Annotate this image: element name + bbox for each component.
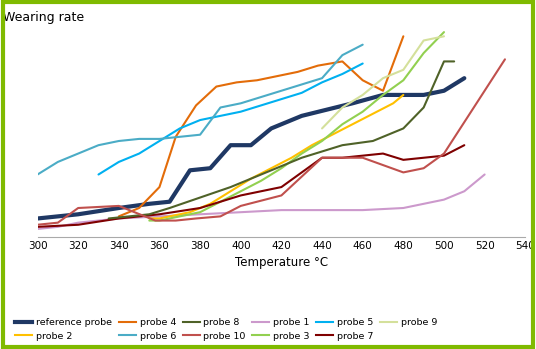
- Text: Wearing rate: Wearing rate: [3, 11, 85, 24]
- X-axis label: Temperature °C: Temperature °C: [235, 256, 328, 269]
- Legend: reference probe, probe 2, probe 4, probe 6, probe 8, probe 10, probe 1, probe 3,: reference probe, probe 2, probe 4, probe…: [16, 318, 437, 341]
